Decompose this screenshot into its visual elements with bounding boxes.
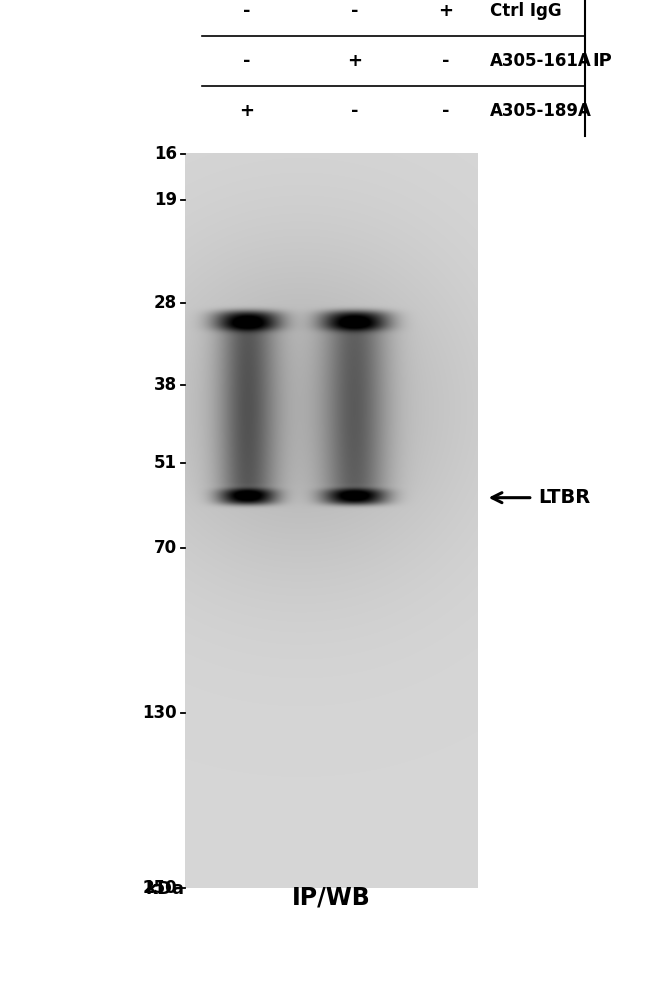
Text: IP: IP xyxy=(593,52,612,69)
Text: A305-189A: A305-189A xyxy=(489,102,592,120)
Text: A305-161A: A305-161A xyxy=(489,52,592,69)
Text: -: - xyxy=(350,102,358,120)
Text: 70: 70 xyxy=(154,539,177,557)
Text: -: - xyxy=(441,102,449,120)
Text: -: - xyxy=(350,2,358,20)
Text: 28: 28 xyxy=(154,295,177,312)
Bar xyxy=(185,154,478,888)
Text: LTBR: LTBR xyxy=(538,488,590,507)
Text: 250: 250 xyxy=(142,879,177,897)
Text: +: + xyxy=(346,52,362,69)
Text: 130: 130 xyxy=(142,704,177,722)
Text: 16: 16 xyxy=(154,145,177,163)
Text: 51: 51 xyxy=(154,454,177,472)
Text: +: + xyxy=(437,2,453,20)
Text: 38: 38 xyxy=(154,376,177,394)
Text: -: - xyxy=(441,52,449,69)
Text: -: - xyxy=(243,52,251,69)
Text: +: + xyxy=(239,102,255,120)
Text: Ctrl IgG: Ctrl IgG xyxy=(489,2,562,20)
Text: kDa: kDa xyxy=(145,880,184,898)
Text: 19: 19 xyxy=(154,190,177,208)
Text: IP/WB: IP/WB xyxy=(292,886,371,910)
Text: -: - xyxy=(243,2,251,20)
